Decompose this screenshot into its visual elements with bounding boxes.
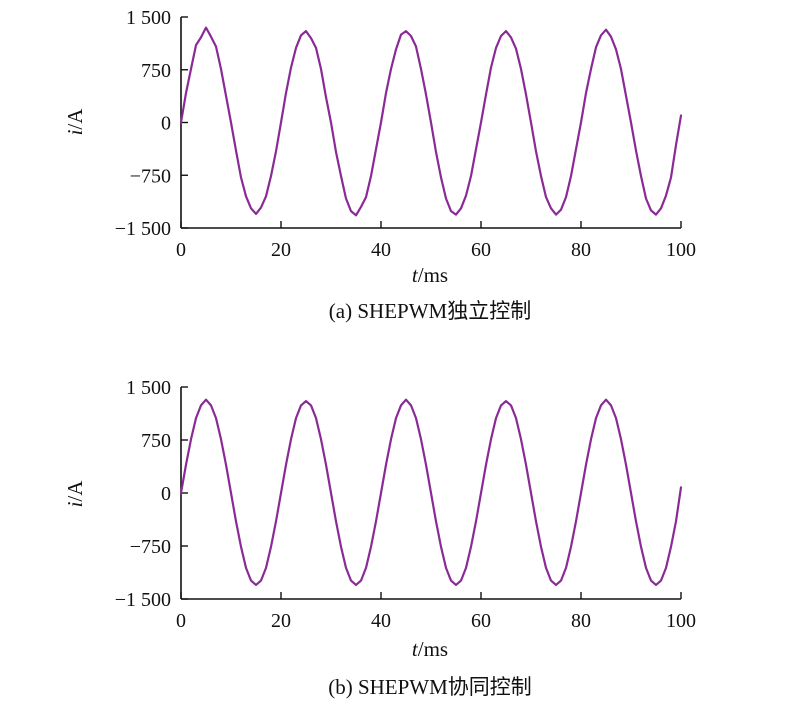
x-tick-label: 20	[271, 610, 291, 632]
y-axis-label: i/A	[63, 480, 87, 508]
x-axis-label-unit: /ms	[418, 637, 448, 661]
x-axis-label-unit: /ms	[418, 263, 448, 287]
y-axis-label-unit: /A	[63, 108, 87, 130]
x-tick-label: 20	[271, 239, 291, 261]
x-tick-label: 100	[666, 610, 696, 632]
y-tick-label: −750	[130, 165, 171, 187]
x-tick-label: 40	[371, 610, 391, 632]
current-series-line	[179, 26, 683, 217]
x-tick-label: 0	[176, 239, 186, 261]
x-axis-label: t/ms	[412, 637, 448, 661]
y-tick-label: 750	[141, 430, 171, 452]
panel-caption-b: (b) SHEPWM协同控制	[328, 675, 532, 699]
current-series-line	[179, 398, 683, 587]
y-axis-label-var: i	[63, 129, 87, 135]
y-tick-label: −750	[130, 536, 171, 558]
x-tick-label: 80	[571, 239, 591, 261]
svg-text:i/A: i/A	[63, 108, 87, 136]
y-axis-label-unit: /A	[63, 480, 87, 502]
svg-text:i/A: i/A	[63, 480, 87, 508]
y-tick-label: 1 500	[126, 377, 171, 399]
x-tick-label: 40	[371, 239, 391, 261]
x-tick-label: 60	[471, 239, 491, 261]
y-tick-label: −1 500	[115, 218, 171, 240]
x-tick-label: 100	[666, 239, 696, 261]
x-axis-label-var: t	[412, 263, 419, 287]
y-tick-label: 0	[161, 483, 171, 505]
y-tick-label: 0	[161, 113, 171, 135]
y-tick-label: −1 500	[115, 589, 171, 611]
x-tick-label: 0	[176, 610, 186, 632]
y-tick-label: 750	[141, 60, 171, 82]
y-axis-label: i/A	[63, 108, 87, 136]
panel-caption-a: (a) SHEPWM独立控制	[329, 299, 531, 323]
x-axis-label-var: t	[412, 637, 419, 661]
x-tick-label: 60	[471, 610, 491, 632]
x-tick-label: 80	[571, 610, 591, 632]
x-axis-label: t/ms	[412, 263, 448, 287]
y-axis-label-var: i	[63, 501, 87, 507]
y-tick-label: 1 500	[126, 7, 171, 29]
